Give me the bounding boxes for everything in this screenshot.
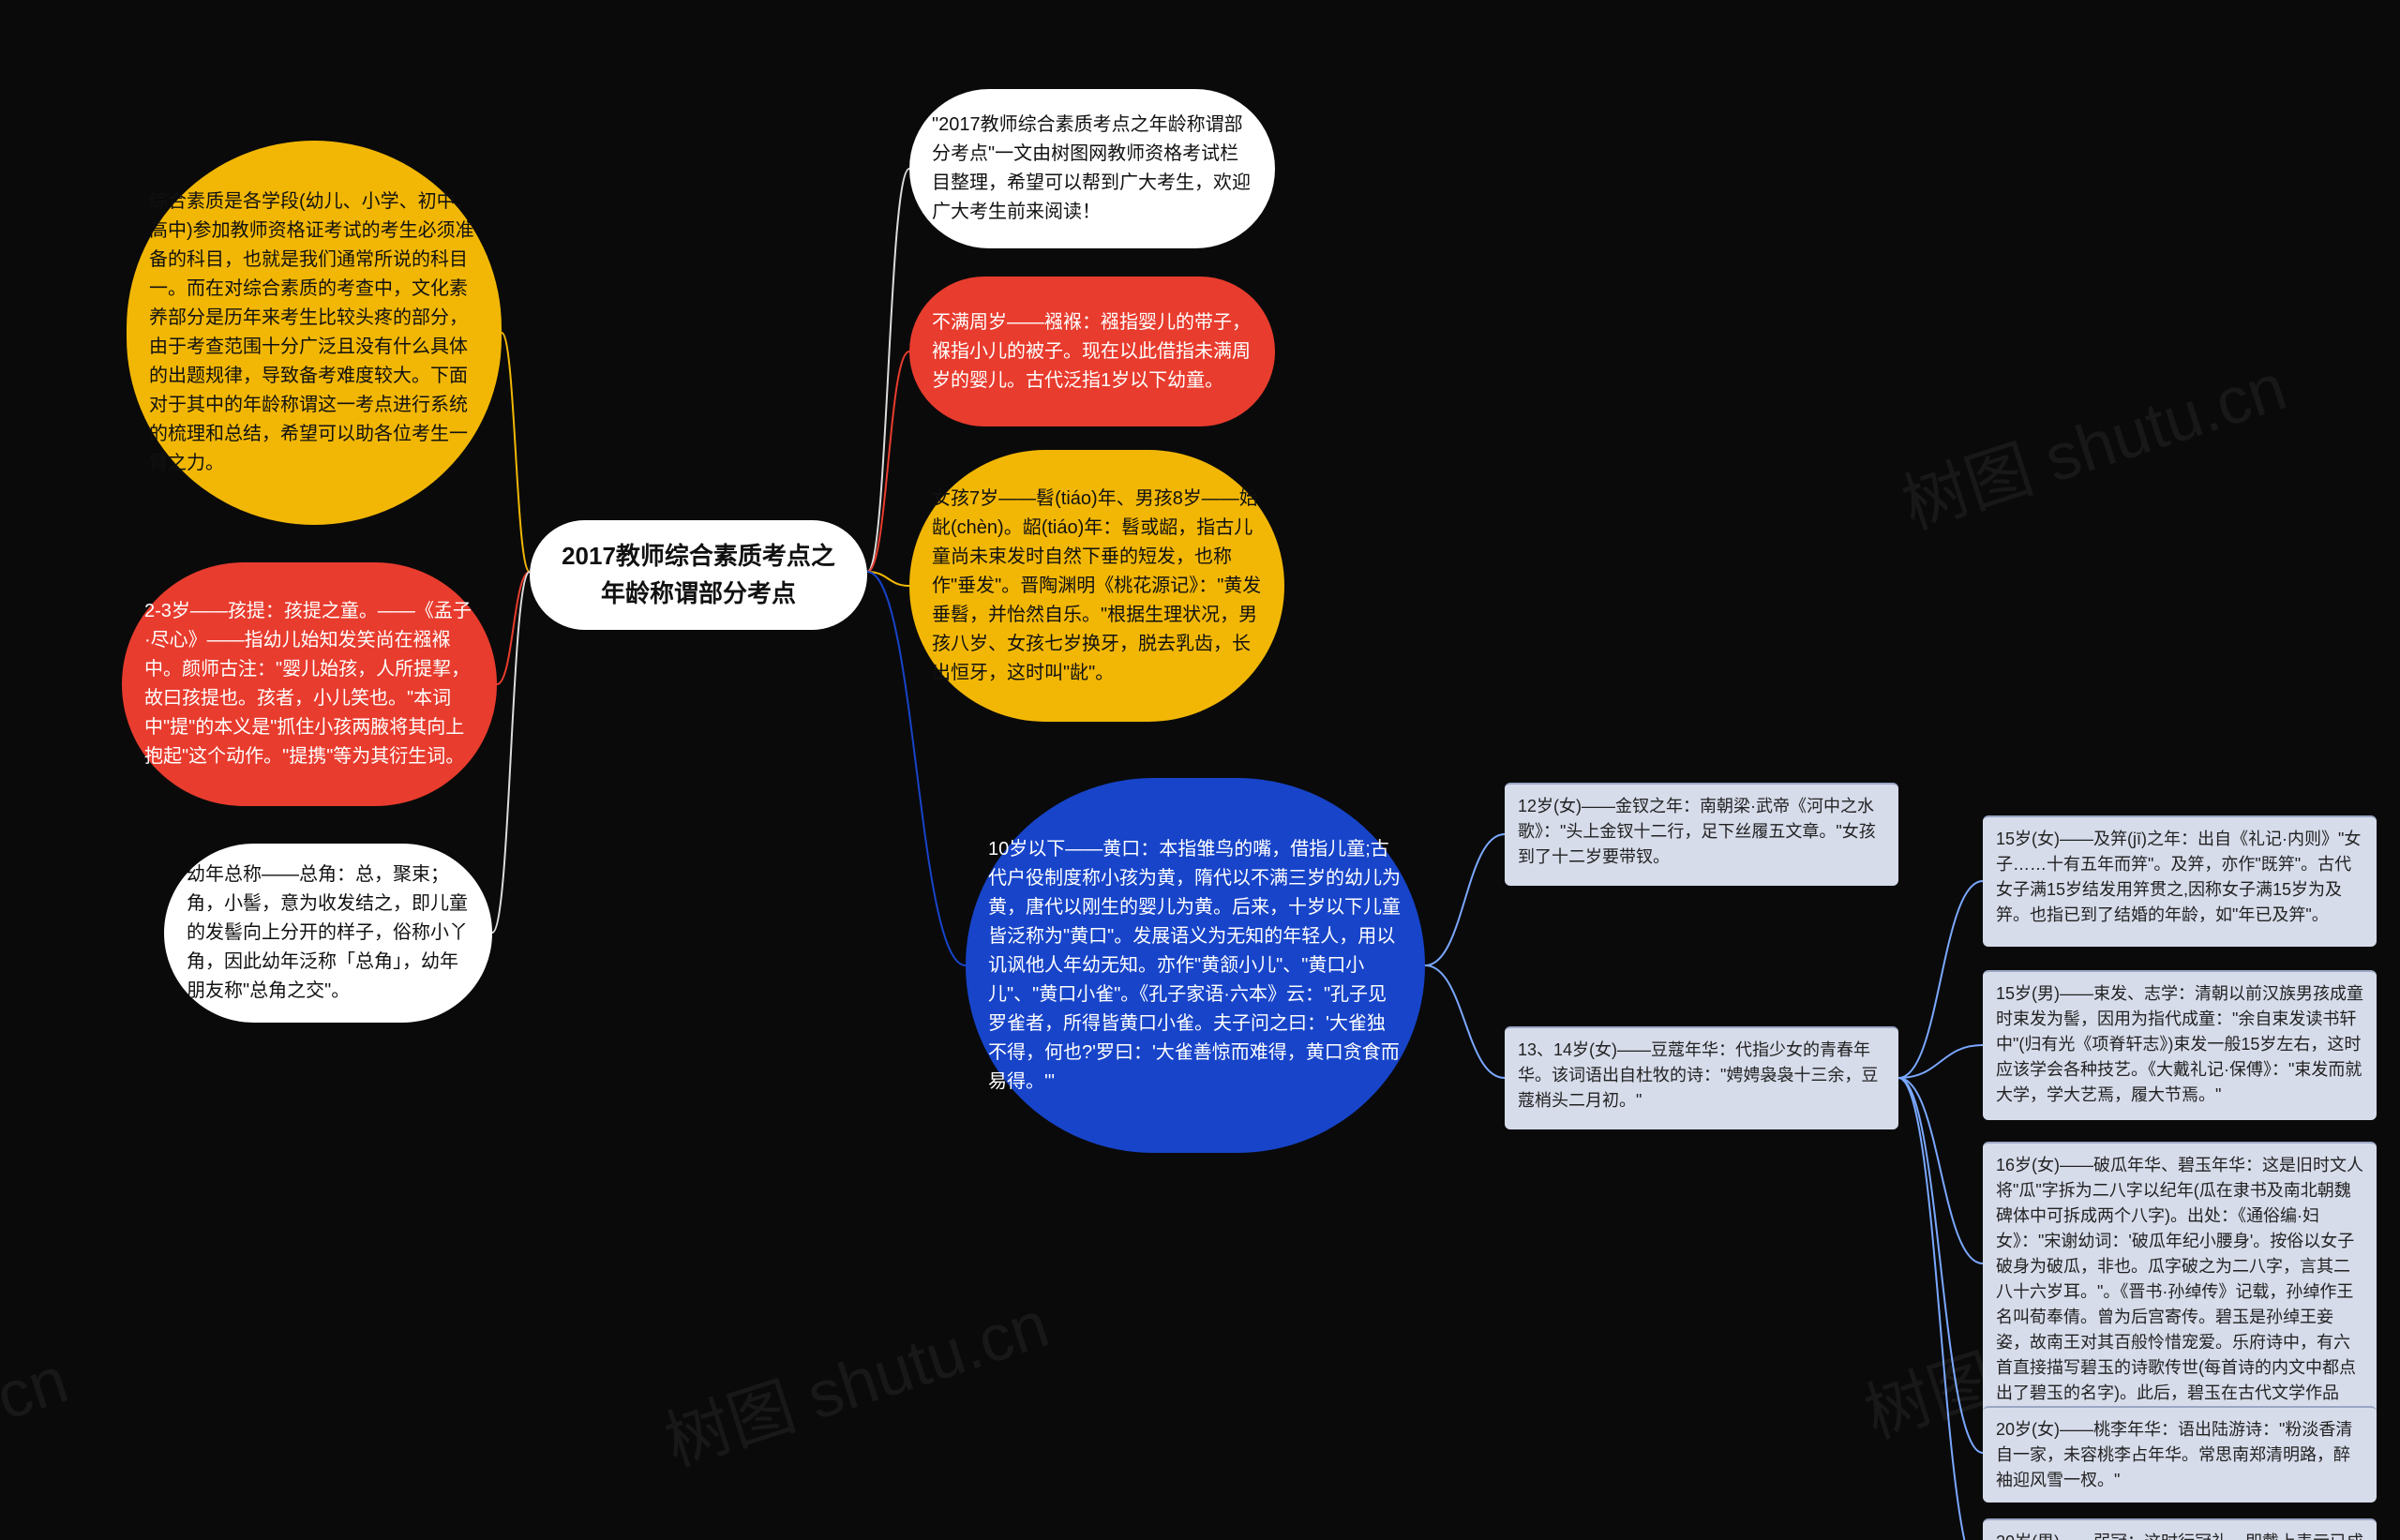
node-intro: 综合素质是各学段(幼儿、小学、初中、高中)参加教师资格证考试的考生必须准备的科目…: [127, 141, 502, 525]
card-doukou-text: 13、14岁(女)——豆蔻年华：代指少女的青春年华。该词语出自杜牧的诗："娉娉袅…: [1518, 1040, 1878, 1110]
card-shufa-text: 15岁(男)——束发、志学：清朝以前汉族男孩成童时束发为髻，因用为指代成童："余…: [1996, 984, 2363, 1104]
edge: [1425, 834, 1505, 965]
node-qiangbao: 不满周岁——襁褓：襁指婴儿的带子，褓指小儿的被子。现在以此借指未满周岁的婴儿。古…: [909, 277, 1275, 426]
card-pogua-text: 16岁(女)——破瓜年华、碧玉年华：这是旧时文人将"瓜"字拆为二八字以纪年(瓜在…: [1996, 1156, 2363, 1428]
edge: [1425, 965, 1505, 1078]
card-taoli: 20岁(女)——桃李年华：语出陆游诗："粉淡香清自一家，未容桃李占年华。常思南郑…: [1983, 1406, 2377, 1503]
node-tiao-text: 女孩7岁——髫(tiáo)年、男孩8岁——始龀(chèn)。龆(tiáo)年：髫…: [932, 485, 1262, 688]
node-haiti: 2-3岁——孩提：孩提之童。——《孟子·尽心》——指幼儿始知发笑尚在襁褓中。颜师…: [122, 562, 497, 806]
node-zongjiao-text: 幼年总称——总角：总，聚束；角，小髻，意为收发结之，即儿童的发髻向上分开的样子，…: [187, 860, 470, 1006]
card-shufa: 15岁(男)——束发、志学：清朝以前汉族男孩成童时束发为髻，因用为指代成童："余…: [1983, 970, 2377, 1120]
edge: [1898, 1078, 1983, 1263]
edge: [1898, 881, 1983, 1078]
node-tiao: 女孩7岁——髫(tiáo)年、男孩8岁——始龀(chèn)。龆(tiáo)年：髫…: [909, 450, 1284, 722]
card-jiji-text: 15岁(女)——及笄(jī)之年：出自《礼记·内则》"女子……十有五年而笄"。及…: [1996, 830, 2361, 924]
card-jinchai-text: 12岁(女)——金钗之年：南朝梁·武帝《河中之水歌》："头上金钗十二行，足下丝履…: [1518, 797, 1876, 866]
card-ruoguan: 20岁(男)——弱冠：这时行冠礼，即戴上表示已成人的帽子，以示成年，但体犹未壮，…: [1983, 1518, 2377, 1540]
edge: [867, 169, 909, 572]
node-intro-text: 综合素质是各学段(幼儿、小学、初中、高中)参加教师资格证考试的考生必须准备的科目…: [149, 187, 479, 478]
center-node: 2017教师综合素质考点之年龄称谓部分考点: [530, 520, 867, 630]
node-qiangbao-text: 不满周岁——襁褓：襁指婴儿的带子，褓指小儿的被子。现在以此借指未满周岁的婴儿。古…: [932, 308, 1252, 396]
edge: [1898, 1078, 1983, 1453]
node-source: "2017教师综合素质考点之年龄称谓部分考点"一文由树图网教师资格考试栏目整理，…: [909, 89, 1275, 248]
card-jinchai: 12岁(女)——金钗之年：南朝梁·武帝《河中之水歌》："头上金钗十二行，足下丝履…: [1505, 783, 1898, 886]
edge: [497, 572, 530, 684]
node-haiti-text: 2-3岁——孩提：孩提之童。——《孟子·尽心》——指幼儿始知发笑尚在襁褓中。颜师…: [144, 597, 474, 771]
node-huangkou-text: 10岁以下——黄口：本指雏鸟的嘴，借指儿童;古代户役制度称小孩为黄，隋代以不满三…: [988, 835, 1402, 1097]
center-text: 2017教师综合素质考点之年龄称谓部分考点: [552, 537, 845, 613]
node-huangkou: 10岁以下——黄口：本指雏鸟的嘴，借指儿童;古代户役制度称小孩为黄，隋代以不满三…: [966, 778, 1425, 1153]
node-zongjiao: 幼年总称——总角：总，聚束；角，小髻，意为收发结之，即儿童的发髻向上分开的样子，…: [164, 844, 492, 1023]
node-source-text: "2017教师综合素质考点之年龄称谓部分考点"一文由树图网教师资格考试栏目整理，…: [932, 111, 1252, 227]
watermark: 树图 shutu.cn: [652, 1272, 1059, 1485]
card-taoli-text: 20岁(女)——桃李年华：语出陆游诗："粉淡香清自一家，未容桃李占年华。常思南郑…: [1996, 1420, 2352, 1489]
watermark: 树图 shutu.cn: [1889, 335, 2297, 547]
edge: [867, 572, 909, 586]
watermark: u.cn: [0, 1342, 76, 1452]
edge: [867, 351, 909, 572]
card-pogua: 16岁(女)——破瓜年华、碧玉年华：这是旧时文人将"瓜"字拆为二八字以纪年(瓜在…: [1983, 1142, 2377, 1441]
mindmap-canvas: 2017教师综合素质考点之年龄称谓部分考点 综合素质是各学段(幼儿、小学、初中、…: [0, 0, 2400, 1540]
edge: [502, 333, 530, 572]
card-doukou: 13、14岁(女)——豆蔻年华：代指少女的青春年华。该词语出自杜牧的诗："娉娉袅…: [1505, 1026, 1898, 1129]
card-ruoguan-text: 20岁(男)——弱冠：这时行冠礼，即戴上表示已成人的帽子，以示成年，但体犹未壮，…: [1996, 1533, 2363, 1540]
card-jiji: 15岁(女)——及笄(jī)之年：出自《礼记·内则》"女子……十有五年而笄"。及…: [1983, 815, 2377, 947]
edge: [1898, 1078, 1983, 1540]
edge: [492, 572, 530, 933]
edge: [1898, 1045, 1983, 1078]
